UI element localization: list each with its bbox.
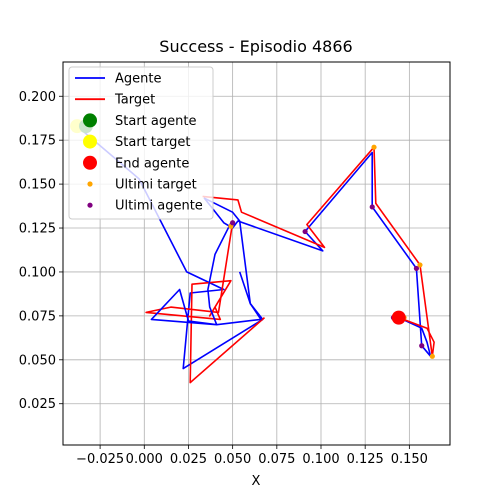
x-tick-label: 0.000 xyxy=(126,452,163,467)
legend-swatch-end-agente xyxy=(83,155,97,170)
x-tick-label: 0.050 xyxy=(214,452,251,467)
chart-title: Success - Episodio 4866 xyxy=(159,37,352,56)
end-agent-point xyxy=(391,310,406,325)
y-tick-label: 0.050 xyxy=(19,353,56,368)
legend-label-agente: Agente xyxy=(115,72,161,87)
series-line-target-earlier xyxy=(145,222,266,384)
y-axis: 0.025 0.050 0.075 0.100 0.125 0.150 0.175 0.200 xyxy=(19,90,63,412)
legend-label-start-target: Start target xyxy=(115,135,190,150)
x-tick-label: 0.075 xyxy=(258,452,295,467)
y-tick-label: 0.025 xyxy=(19,397,56,412)
y-tick-label: 0.150 xyxy=(19,178,56,193)
last-target-point xyxy=(371,144,377,150)
series-line-agente-earlier xyxy=(150,222,262,326)
legend-swatch-start-target xyxy=(83,134,97,149)
legend-swatch-start-agente xyxy=(83,113,97,128)
last-agent-point xyxy=(419,343,425,349)
x-axis-label: X xyxy=(252,474,261,489)
series-line-target xyxy=(202,146,435,358)
x-tick-label: 0.100 xyxy=(302,452,339,467)
legend-label-end-agente: End agente xyxy=(115,156,189,171)
y-tick-label: 0.100 xyxy=(19,265,56,280)
x-tick-label: −0.025 xyxy=(76,452,124,467)
last-agent-point xyxy=(413,265,420,272)
x-tick-label: 0.125 xyxy=(347,452,384,467)
x-tick-label: 0.150 xyxy=(391,452,428,467)
last-target-point xyxy=(429,353,435,359)
x-axis: −0.025 0.000 0.025 0.050 0.075 0.100 0.125 0.15… xyxy=(76,445,428,467)
legend-swatch-ultimi-agente xyxy=(87,202,93,208)
last-target-point xyxy=(417,262,423,268)
last-agent-point xyxy=(302,228,308,235)
last-agent-point xyxy=(369,204,375,210)
x-tick-label: 0.025 xyxy=(170,452,207,467)
legend-swatch-ultimi-target xyxy=(87,181,93,187)
legend-label-ultimi-target: Ultimi target xyxy=(115,178,197,193)
legend-label-ultimi-agente: Ultimi agente xyxy=(115,199,203,214)
y-tick-label: 0.175 xyxy=(19,134,56,149)
y-tick-label: 0.125 xyxy=(19,222,56,237)
legend-label-start-agente: Start agente xyxy=(115,114,196,129)
last-agent-point xyxy=(230,220,236,226)
legend: Agente Target Start agente Start target End … xyxy=(68,66,214,220)
axes-frame xyxy=(62,61,451,446)
legend-label-target: Target xyxy=(114,93,155,108)
y-tick-label: 0.075 xyxy=(19,309,56,324)
y-tick-label: 0.200 xyxy=(19,90,56,105)
legend-box xyxy=(68,66,214,220)
